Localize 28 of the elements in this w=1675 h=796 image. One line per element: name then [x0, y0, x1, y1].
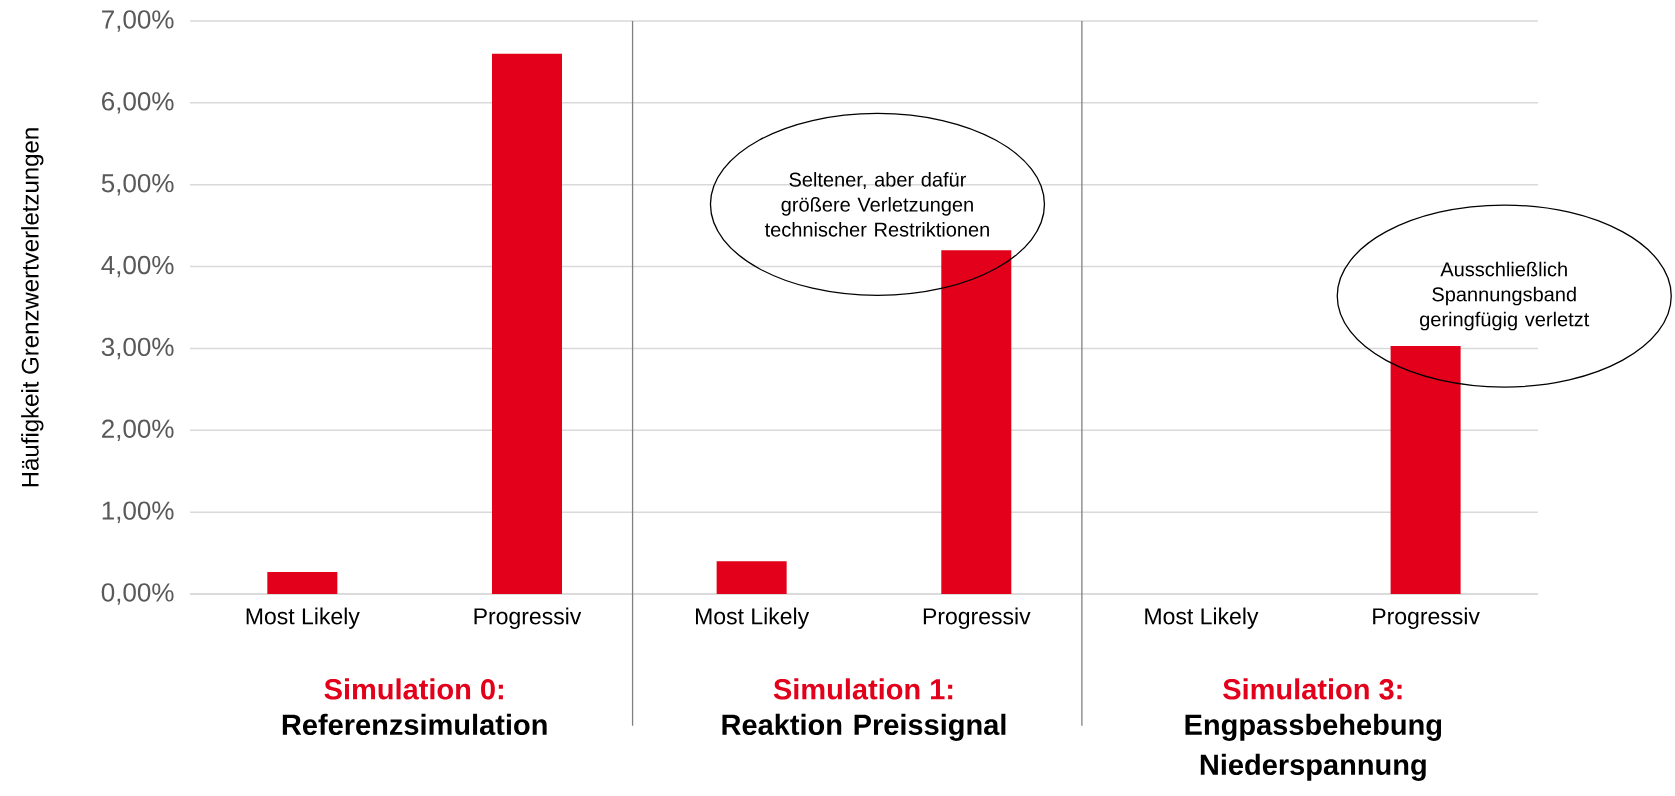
bar: [267, 571, 338, 594]
text: Referenzsimulation: [282, 713, 547, 736]
x-tick-label: Most Likely: [246, 607, 360, 629]
y-tick-label: 3,00%: [101, 337, 174, 360]
bar: [1390, 345, 1461, 594]
bar: [941, 250, 1012, 594]
x-tick-label: Most Likely: [1145, 607, 1259, 629]
y-tick-label: 0,00%: [101, 583, 174, 605]
y-tick-label: 6,00%: [102, 92, 174, 114]
y-axis-title: Häufigkeit Grenzwertverletzungen: [21, 128, 44, 487]
x-tick-label: Most Likely: [696, 607, 810, 629]
text: Simulation 3:: [1223, 678, 1402, 700]
annotation: Ausschließlich Spannungsband geringfügig verletzt: [1420, 261, 1590, 331]
bar: [716, 561, 787, 594]
text: Simulation 1:: [773, 678, 953, 700]
y-tick-label: 4,00%: [101, 255, 174, 278]
x-tick-label: Progressiv: [474, 607, 582, 629]
y-tick-label: 5,00%: [101, 173, 174, 196]
y-tick-label: 1,00%: [102, 501, 174, 523]
text: Simulation 0:: [324, 678, 503, 700]
annotation: Seltener, aber dafür größere Verletzungen technischer Restriktionen: [764, 172, 989, 237]
x-tick-label: Progressiv: [1373, 607, 1480, 629]
text: Reaktion Preissignal: [722, 713, 1006, 741]
text: Engpassbehebung Niederspannung: [1185, 713, 1442, 781]
y-tick-label: 2,00%: [102, 419, 174, 442]
x-tick-label: Progressiv: [923, 607, 1031, 629]
bar: [491, 53, 562, 594]
y-tick-label: 7,00%: [102, 10, 174, 32]
